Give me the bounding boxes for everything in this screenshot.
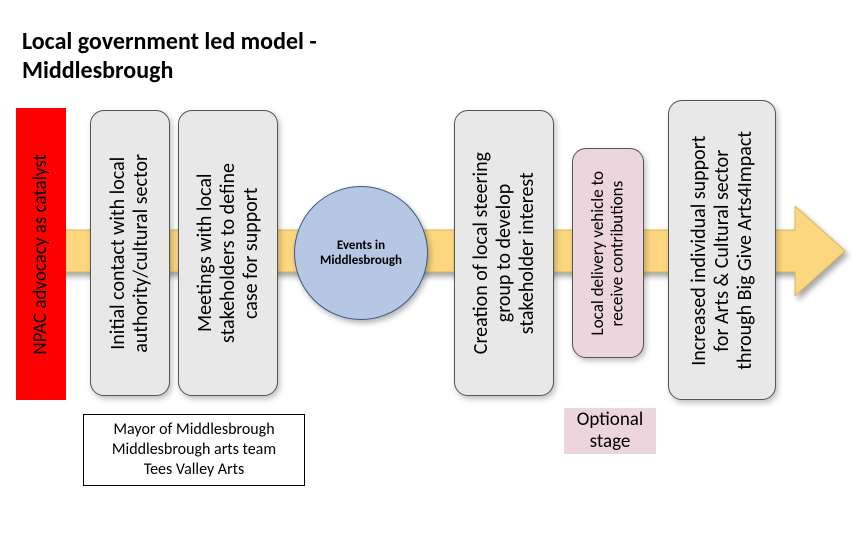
actors-box: Mayor of MiddlesbroughMiddlesbrough arts…: [83, 414, 305, 486]
stage-text: Initial contact with local authority/cul…: [107, 154, 153, 353]
stage-stakeholder-meetings: Meetings with local stakeholders to defi…: [178, 110, 278, 396]
catalyst-label: NPAC advocacy as catalyst: [30, 154, 52, 355]
page-title: Local government led model - Middlesbrou…: [22, 28, 317, 86]
stage-initial-contact: Initial contact with local authority/cul…: [90, 110, 170, 396]
actors-list: Mayor of MiddlesbroughMiddlesbrough arts…: [112, 420, 276, 480]
catalyst-box: NPAC advocacy as catalyst: [16, 108, 66, 400]
stage-text: Creation of local steering group to deve…: [470, 152, 539, 354]
optional-stage-label: Optional stage: [564, 408, 656, 454]
stage-text: Increased individual support for Arts & …: [688, 131, 757, 370]
stage-increased-support: Increased individual support for Arts & …: [668, 100, 776, 400]
stage-text: Meetings with local stakeholders to defi…: [194, 163, 263, 343]
stage-delivery-vehicle: Local delivery vehicle to receive contri…: [572, 148, 644, 358]
stage-text: Local delivery vehicle to receive contri…: [588, 171, 627, 335]
events-circle-label: Events in Middlesbrough: [320, 238, 402, 268]
events-circle: Events in Middlesbrough: [294, 186, 428, 320]
stage-steering-group: Creation of local steering group to deve…: [454, 110, 554, 396]
